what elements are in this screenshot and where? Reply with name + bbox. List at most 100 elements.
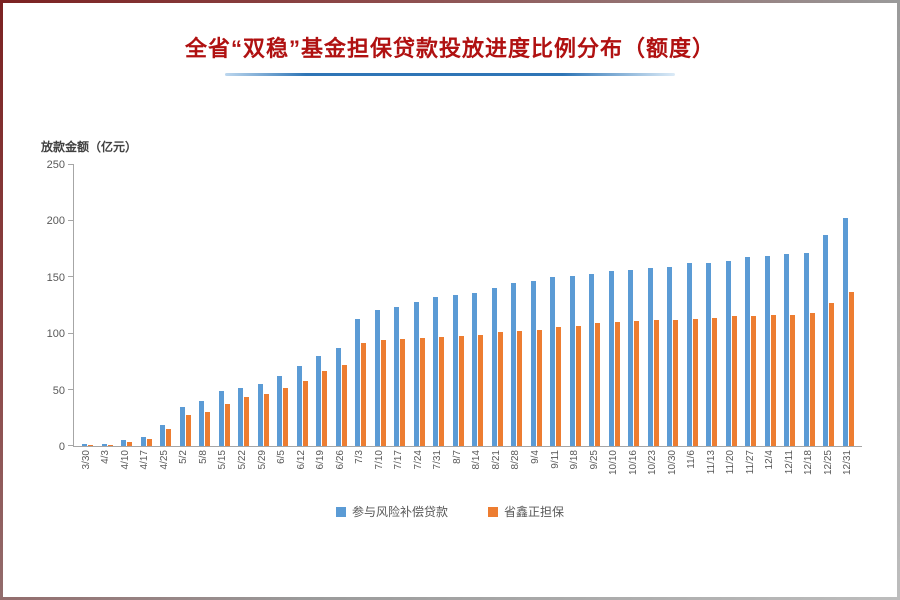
bar-series-2 bbox=[88, 444, 94, 446]
x-tick-label-text: 5/22 bbox=[237, 450, 249, 470]
bar-group bbox=[351, 165, 371, 446]
legend-swatch-icon bbox=[335, 506, 346, 517]
bar-series-1 bbox=[608, 270, 614, 446]
bar-group bbox=[780, 165, 800, 446]
x-tick-label-text: 7/17 bbox=[393, 450, 405, 470]
x-tick-label: 6/5 bbox=[272, 447, 292, 491]
x-tick-label: 12/4 bbox=[761, 447, 781, 491]
bar-group bbox=[644, 165, 664, 446]
bar-group bbox=[527, 165, 547, 446]
x-tick-label-text: 5/15 bbox=[217, 450, 229, 470]
bar-series-2 bbox=[751, 315, 757, 446]
bar-group bbox=[371, 165, 391, 446]
x-tick-label: 5/2 bbox=[175, 447, 195, 491]
x-tick-label-text: 10/10 bbox=[608, 450, 620, 476]
bar-series-1 bbox=[725, 260, 731, 446]
y-tick-label: 100 bbox=[46, 328, 65, 341]
x-tick-label: 11/20 bbox=[722, 447, 742, 491]
x-tick-label-text: 12/4 bbox=[764, 450, 776, 470]
bar-series-2 bbox=[146, 439, 152, 446]
bar-series-1 bbox=[452, 295, 458, 446]
bar-group bbox=[605, 165, 625, 446]
bar-group bbox=[234, 165, 254, 446]
bar-series-2 bbox=[341, 365, 347, 446]
y-axis: 0 50 100 150 200 250 bbox=[33, 159, 73, 453]
bar-series-2 bbox=[770, 314, 776, 446]
x-tick-label: 8/14 bbox=[468, 447, 488, 491]
x-tick-label: 5/8 bbox=[194, 447, 214, 491]
x-tick-label-text: 11/6 bbox=[686, 450, 698, 469]
bar-group bbox=[468, 165, 488, 446]
bar-group bbox=[273, 165, 293, 446]
bar-group bbox=[78, 165, 98, 446]
x-tick-label: 11/6 bbox=[682, 447, 702, 491]
x-tick-label: 6/26 bbox=[331, 447, 351, 491]
bar-series-2 bbox=[556, 326, 562, 446]
bar-series-2 bbox=[536, 330, 542, 446]
bar-group bbox=[429, 165, 449, 446]
x-tick-label: 7/10 bbox=[370, 447, 390, 491]
x-tick-label-text: 12/11 bbox=[783, 450, 795, 475]
y-tick-mark bbox=[68, 276, 74, 278]
x-tick-label: 4/10 bbox=[116, 447, 136, 491]
x-axis-spacer bbox=[33, 447, 73, 491]
x-tick-label-text: 8/7 bbox=[451, 450, 463, 464]
bar-group bbox=[449, 165, 469, 446]
title-divider bbox=[225, 73, 675, 76]
y-tick-label: 250 bbox=[46, 159, 65, 171]
x-tick-label-text: 8/21 bbox=[490, 450, 502, 470]
bar-group bbox=[566, 165, 586, 446]
x-tick-label-text: 5/8 bbox=[197, 450, 209, 464]
bar-series-1 bbox=[842, 217, 848, 446]
bar-group bbox=[98, 165, 118, 446]
x-tick-label: 8/7 bbox=[448, 447, 468, 491]
x-tick-label-text: 4/25 bbox=[158, 450, 170, 470]
y-tick-label: 150 bbox=[46, 271, 65, 284]
bar-series-2 bbox=[497, 332, 503, 446]
bar-series-2 bbox=[692, 319, 698, 446]
bar-series-2 bbox=[205, 412, 211, 446]
x-tick-label: 7/17 bbox=[390, 447, 410, 491]
x-tick-label-text: 12/18 bbox=[803, 450, 815, 476]
bar-series-1 bbox=[316, 356, 322, 446]
x-tick-label-text: 6/5 bbox=[276, 450, 288, 464]
bar-series-1 bbox=[296, 366, 302, 446]
x-tick-label: 9/25 bbox=[585, 447, 605, 491]
x-tick-label-text: 8/28 bbox=[510, 450, 522, 470]
bar-group bbox=[254, 165, 274, 446]
x-axis-row: 3/30 4/3 4/10 4/17 4/25 5/2 5/8 5/15 5/22 5/29 6/5… bbox=[33, 447, 862, 491]
bar-series-2 bbox=[224, 404, 230, 446]
bar-group bbox=[332, 165, 352, 446]
x-tick-label-text: 6/19 bbox=[315, 450, 327, 470]
bar-group bbox=[741, 165, 761, 446]
bar-group bbox=[683, 165, 703, 446]
x-tick-label-text: 11/20 bbox=[725, 450, 737, 475]
bar-series-1 bbox=[569, 276, 575, 446]
x-tick-label: 12/18 bbox=[800, 447, 820, 491]
x-tick-label: 7/31 bbox=[429, 447, 449, 491]
bar-series-2 bbox=[283, 387, 289, 446]
bar-series-1 bbox=[745, 257, 751, 446]
x-tick-label: 12/11 bbox=[780, 447, 800, 491]
bar-series-1 bbox=[686, 262, 692, 446]
y-tick-label: 0 bbox=[58, 441, 65, 453]
x-tick-label: 4/3 bbox=[97, 447, 117, 491]
legend-item-series-1: 参与风险补偿贷款 bbox=[335, 503, 448, 520]
bar-group bbox=[390, 165, 410, 446]
bar-group bbox=[215, 165, 235, 446]
x-tick-label-text: 7/10 bbox=[373, 450, 385, 470]
x-tick-label-text: 7/31 bbox=[432, 450, 444, 470]
bar-group bbox=[117, 165, 137, 446]
bar-series-2 bbox=[731, 315, 737, 446]
bar-group bbox=[488, 165, 508, 446]
bar-series-2 bbox=[244, 396, 250, 446]
x-tick-label-text: 6/26 bbox=[334, 450, 346, 470]
x-tick-label: 6/19 bbox=[311, 447, 331, 491]
x-tick-label-text: 6/12 bbox=[295, 450, 307, 470]
x-tick-label-text: 9/25 bbox=[588, 450, 600, 470]
bar-series-1 bbox=[82, 443, 88, 446]
bar-series-1 bbox=[140, 437, 146, 446]
bar-group bbox=[137, 165, 157, 446]
x-tick-label-text: 10/16 bbox=[627, 450, 639, 476]
x-tick-label: 6/12 bbox=[292, 447, 312, 491]
